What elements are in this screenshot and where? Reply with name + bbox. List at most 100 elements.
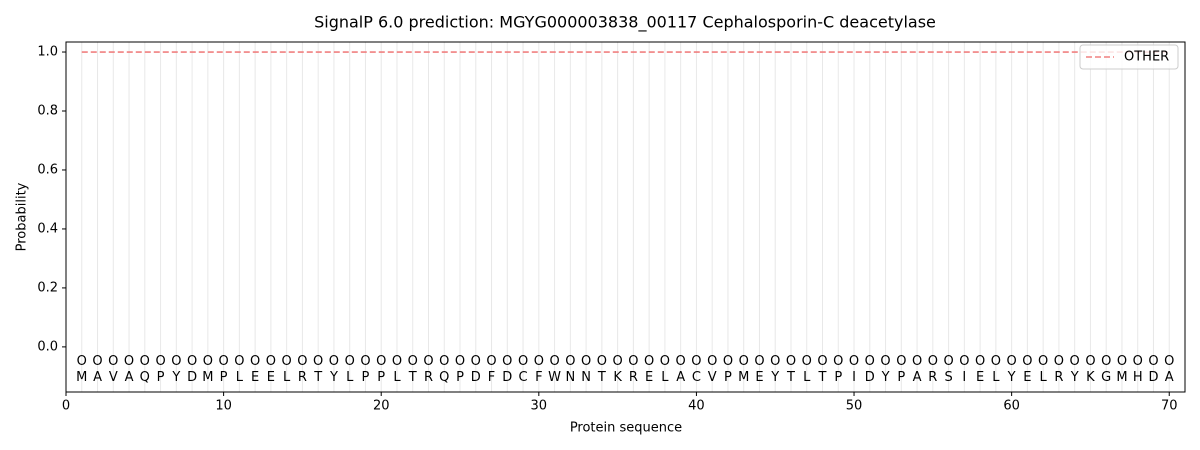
residue-label: T — [408, 370, 417, 385]
state-label: O — [1164, 354, 1174, 369]
state-label: O — [282, 354, 292, 369]
residue-label: E — [1023, 370, 1031, 385]
residue-label: D — [471, 370, 481, 385]
residue-label: N — [565, 370, 575, 385]
y-tick-label: 0.0 — [37, 339, 58, 354]
residue-label: V — [109, 370, 118, 385]
state-label: O — [171, 354, 181, 369]
state-label: O — [676, 354, 686, 369]
residue-label: P — [456, 370, 464, 385]
residue-label: R — [1054, 370, 1063, 385]
state-label: O — [140, 354, 150, 369]
residue-label: L — [661, 370, 669, 385]
residue-label: K — [1086, 370, 1095, 385]
state-label: O — [203, 354, 213, 369]
residue-label: I — [852, 370, 856, 385]
residue-label: T — [313, 370, 322, 385]
state-label: O — [345, 354, 355, 369]
y-tick-label: 0.4 — [37, 221, 58, 236]
residue-label: A — [913, 370, 922, 385]
state-label: O — [754, 354, 764, 369]
residue-label: Y — [329, 370, 338, 385]
residue-label: E — [976, 370, 984, 385]
residue-label: L — [992, 370, 1000, 385]
residue-label: T — [818, 370, 827, 385]
state-label: O — [880, 354, 890, 369]
state-label: O — [124, 354, 134, 369]
chart-title: SignalP 6.0 prediction: MGYG000003838_00… — [314, 13, 936, 33]
state-label: O — [865, 354, 875, 369]
residue-label: L — [283, 370, 291, 385]
state-label: O — [739, 354, 749, 369]
x-tick-label: 50 — [846, 399, 863, 414]
residue-label: Q — [439, 370, 449, 385]
residue-label: Y — [881, 370, 890, 385]
residue-label: A — [125, 370, 134, 385]
state-label: O — [313, 354, 323, 369]
residue-label: E — [267, 370, 275, 385]
state-label: O — [802, 354, 812, 369]
y-axis-label: Probability — [15, 182, 30, 251]
state-label: O — [770, 354, 780, 369]
state-label: O — [1101, 354, 1111, 369]
residue-label: Y — [171, 370, 180, 385]
residue-label: L — [393, 370, 401, 385]
state-label: O — [108, 354, 118, 369]
x-tick-label: 10 — [215, 399, 232, 414]
state-label: O — [991, 354, 1001, 369]
residue-label: P — [377, 370, 385, 385]
state-label: O — [707, 354, 717, 369]
x-tick-label: 70 — [1161, 399, 1178, 414]
residue-label: V — [708, 370, 717, 385]
residue-label: F — [535, 370, 542, 385]
legend-label: OTHER — [1124, 50, 1169, 65]
residue-label: Y — [1007, 370, 1016, 385]
residue-label: D — [187, 370, 197, 385]
state-label: O — [786, 354, 796, 369]
residue-label: P — [157, 370, 165, 385]
residue-label: A — [93, 370, 102, 385]
residue-label: W — [548, 370, 561, 385]
state-label: O — [660, 354, 670, 369]
state-label: O — [691, 354, 701, 369]
state-label: O — [392, 354, 402, 369]
state-label: O — [1054, 354, 1064, 369]
state-label: O — [486, 354, 496, 369]
state-label: O — [423, 354, 433, 369]
residue-label: M — [1116, 370, 1127, 385]
residue-label: P — [897, 370, 905, 385]
state-label: O — [1022, 354, 1032, 369]
residue-label: P — [834, 370, 842, 385]
residue-label: P — [724, 370, 732, 385]
state-label: O — [912, 354, 922, 369]
y-tick-label: 0.2 — [37, 280, 58, 295]
state-label: O — [250, 354, 260, 369]
residue-label: C — [692, 370, 701, 385]
state-label: O — [565, 354, 575, 369]
residue-label: C — [519, 370, 528, 385]
state-label: O — [360, 354, 370, 369]
state-label: O — [234, 354, 244, 369]
state-label: O — [959, 354, 969, 369]
state-label: O — [1038, 354, 1048, 369]
residue-label: E — [645, 370, 653, 385]
state-label: O — [581, 354, 591, 369]
x-tick-label: 40 — [688, 399, 705, 414]
state-label: O — [1070, 354, 1080, 369]
state-label: O — [187, 354, 197, 369]
state-label: O — [455, 354, 465, 369]
residue-label: R — [629, 370, 638, 385]
residue-label: M — [738, 370, 749, 385]
state-label: O — [439, 354, 449, 369]
residue-label: K — [613, 370, 622, 385]
residue-label: G — [1101, 370, 1111, 385]
residue-label: P — [362, 370, 370, 385]
residue-label: Y — [770, 370, 779, 385]
residue-label: E — [755, 370, 763, 385]
state-label: O — [644, 354, 654, 369]
residue-label: L — [1040, 370, 1048, 385]
state-label: O — [817, 354, 827, 369]
state-label: O — [975, 354, 985, 369]
residue-label: E — [251, 370, 259, 385]
residue-label: D — [865, 370, 875, 385]
